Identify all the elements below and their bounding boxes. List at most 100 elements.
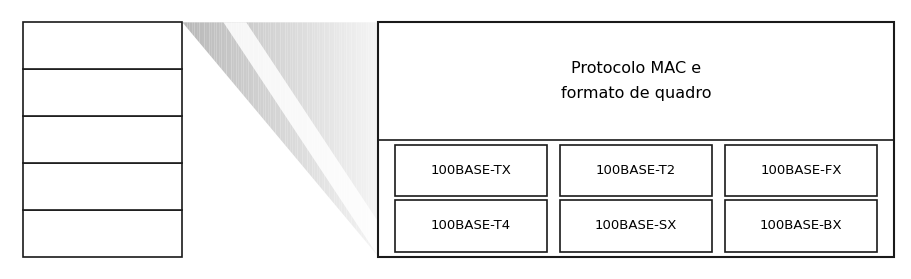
Polygon shape xyxy=(210,22,211,57)
Text: Enlace: Enlace xyxy=(78,179,127,194)
Text: 100BASE-T2: 100BASE-T2 xyxy=(596,164,675,177)
Polygon shape xyxy=(278,22,281,140)
Text: Protocolo MAC e
formato de quadro: Protocolo MAC e formato de quadro xyxy=(560,61,711,101)
Polygon shape xyxy=(288,22,290,151)
Polygon shape xyxy=(332,22,334,204)
Polygon shape xyxy=(329,22,332,201)
Text: Física: Física xyxy=(82,226,123,241)
Polygon shape xyxy=(342,22,343,216)
Text: 100BASE-FX: 100BASE-FX xyxy=(760,164,841,177)
Polygon shape xyxy=(263,22,265,122)
FancyBboxPatch shape xyxy=(724,200,876,252)
Polygon shape xyxy=(327,22,329,198)
FancyBboxPatch shape xyxy=(559,200,711,252)
Polygon shape xyxy=(319,22,322,189)
Polygon shape xyxy=(375,22,378,257)
Polygon shape xyxy=(353,22,356,230)
Polygon shape xyxy=(366,22,368,245)
Polygon shape xyxy=(187,22,189,31)
FancyBboxPatch shape xyxy=(559,145,711,196)
Polygon shape xyxy=(310,22,312,177)
Polygon shape xyxy=(207,22,210,55)
Polygon shape xyxy=(292,22,295,157)
Polygon shape xyxy=(221,22,224,72)
Polygon shape xyxy=(314,22,317,184)
Polygon shape xyxy=(300,22,302,166)
Polygon shape xyxy=(361,22,363,239)
Polygon shape xyxy=(272,22,275,134)
Polygon shape xyxy=(233,22,236,87)
Text: 100BASE-TX: 100BASE-TX xyxy=(430,164,511,177)
Polygon shape xyxy=(290,22,292,154)
Polygon shape xyxy=(211,22,214,60)
Polygon shape xyxy=(226,22,229,78)
Polygon shape xyxy=(249,22,251,104)
Polygon shape xyxy=(343,22,346,219)
FancyBboxPatch shape xyxy=(394,145,547,196)
Polygon shape xyxy=(374,22,375,254)
FancyBboxPatch shape xyxy=(23,69,182,116)
Polygon shape xyxy=(271,22,272,131)
Polygon shape xyxy=(268,22,271,128)
Polygon shape xyxy=(197,22,200,43)
Polygon shape xyxy=(334,22,336,207)
Polygon shape xyxy=(349,22,351,225)
Polygon shape xyxy=(189,22,192,34)
Polygon shape xyxy=(297,22,300,163)
Polygon shape xyxy=(324,22,327,195)
Polygon shape xyxy=(194,22,197,40)
Polygon shape xyxy=(358,22,361,236)
Polygon shape xyxy=(231,22,233,84)
Polygon shape xyxy=(229,22,231,81)
Polygon shape xyxy=(282,22,285,145)
Polygon shape xyxy=(304,22,307,172)
FancyBboxPatch shape xyxy=(23,163,182,210)
FancyBboxPatch shape xyxy=(394,200,547,252)
Polygon shape xyxy=(312,22,314,181)
Polygon shape xyxy=(281,22,282,142)
Polygon shape xyxy=(200,22,201,46)
Polygon shape xyxy=(192,22,194,37)
FancyBboxPatch shape xyxy=(23,116,182,163)
Text: 100BASE-T4: 100BASE-T4 xyxy=(431,219,510,232)
Polygon shape xyxy=(214,22,217,63)
FancyBboxPatch shape xyxy=(724,145,876,196)
Polygon shape xyxy=(201,22,204,49)
Polygon shape xyxy=(204,22,207,52)
Polygon shape xyxy=(285,22,288,148)
Text: Aplicação: Aplicação xyxy=(67,38,138,53)
Polygon shape xyxy=(256,22,258,113)
Polygon shape xyxy=(371,22,374,251)
Text: 100BASE-SX: 100BASE-SX xyxy=(594,219,677,232)
Polygon shape xyxy=(185,22,187,28)
Text: Transporte: Transporte xyxy=(64,85,141,100)
Polygon shape xyxy=(182,22,185,25)
Polygon shape xyxy=(336,22,339,210)
Polygon shape xyxy=(258,22,261,116)
Polygon shape xyxy=(265,22,268,125)
Polygon shape xyxy=(261,22,263,119)
Polygon shape xyxy=(251,22,253,107)
FancyBboxPatch shape xyxy=(378,22,893,257)
Polygon shape xyxy=(253,22,256,110)
Polygon shape xyxy=(317,22,319,186)
Polygon shape xyxy=(346,22,349,222)
Polygon shape xyxy=(219,22,221,69)
Polygon shape xyxy=(243,22,246,98)
Polygon shape xyxy=(322,22,324,192)
Polygon shape xyxy=(236,22,239,90)
Polygon shape xyxy=(246,22,249,101)
Polygon shape xyxy=(239,22,241,93)
FancyBboxPatch shape xyxy=(23,210,182,257)
FancyBboxPatch shape xyxy=(23,22,182,69)
Polygon shape xyxy=(363,22,366,242)
Polygon shape xyxy=(217,22,219,66)
Polygon shape xyxy=(307,22,310,175)
Polygon shape xyxy=(224,22,226,75)
Polygon shape xyxy=(302,22,304,169)
Polygon shape xyxy=(241,22,243,95)
Polygon shape xyxy=(295,22,297,160)
Polygon shape xyxy=(368,22,371,248)
Polygon shape xyxy=(275,22,278,137)
Polygon shape xyxy=(356,22,358,233)
